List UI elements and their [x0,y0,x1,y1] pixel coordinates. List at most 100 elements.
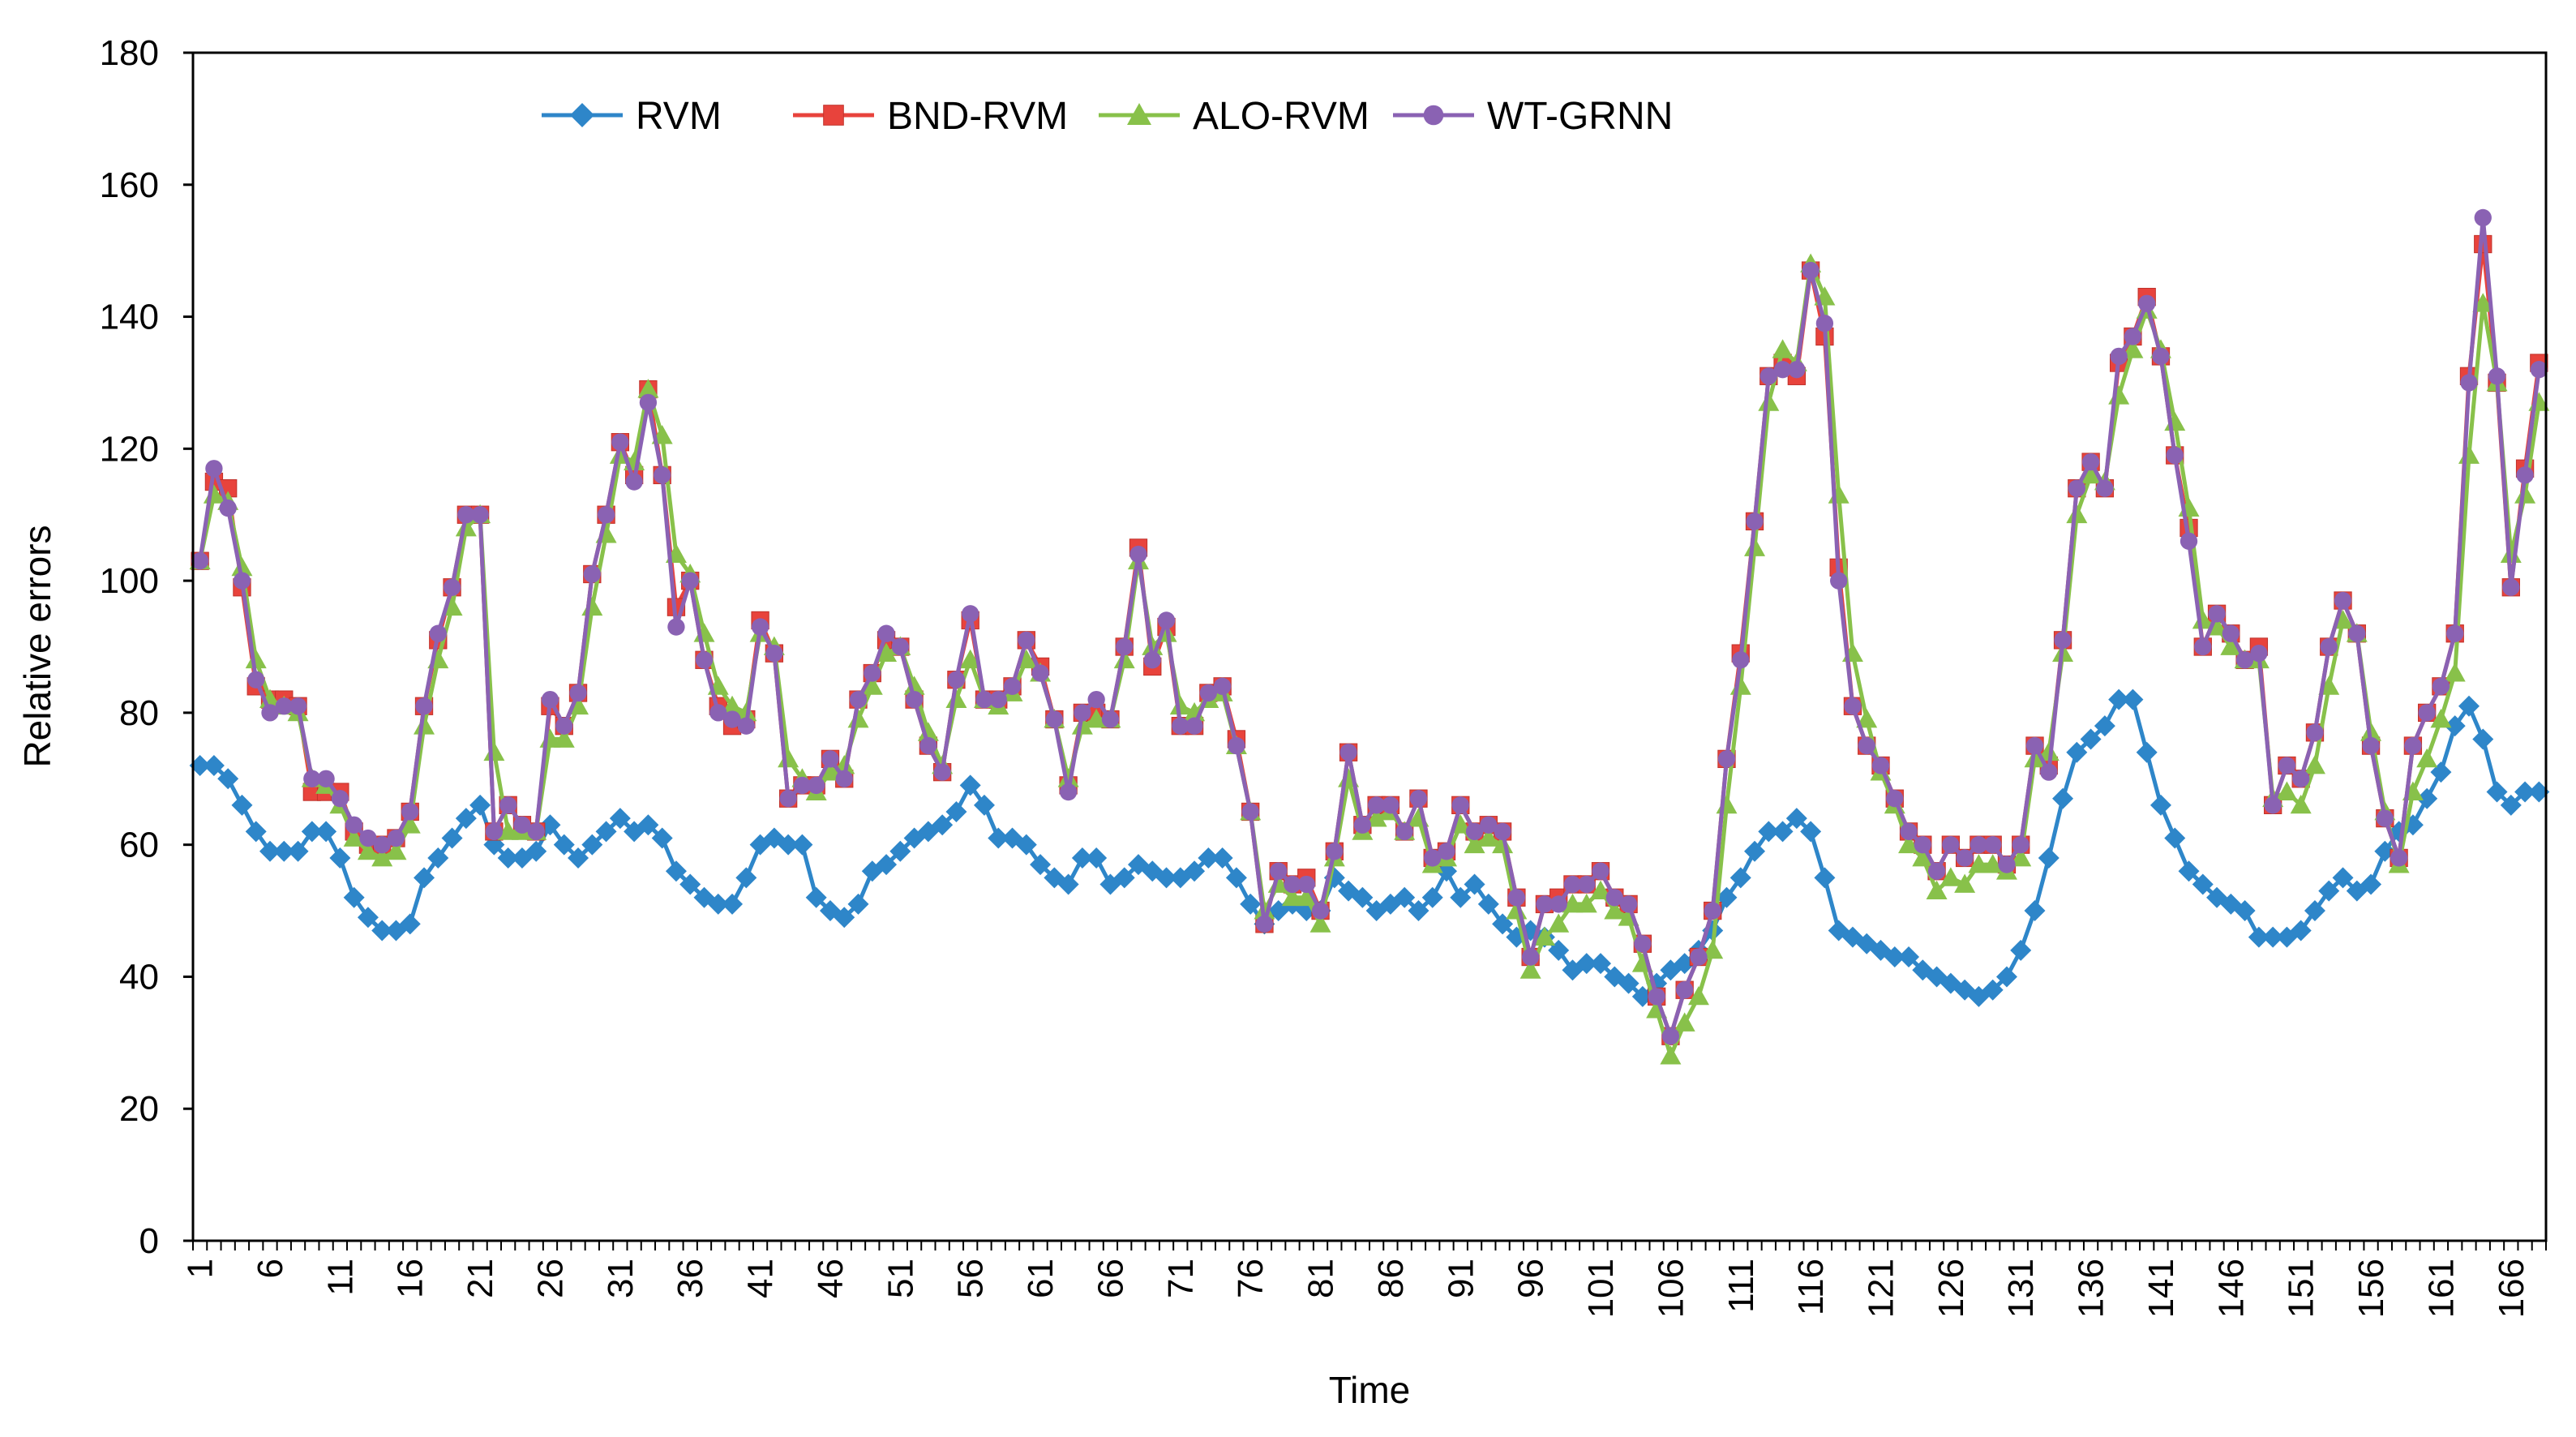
data-point [1871,757,1890,774]
data-point [1687,985,1709,1006]
x-tick-label: 126 [1931,1259,1971,1318]
data-point [609,808,631,830]
data-point [415,697,433,715]
data-point [2530,361,2548,379]
x-tick-label: 151 [2282,1259,2321,1318]
data-point [861,676,883,695]
data-point [553,834,575,856]
x-tick-label: 21 [461,1259,500,1298]
data-point [1352,886,1374,908]
data-point [583,565,601,583]
data-point [1228,736,1245,755]
data-point [1575,953,1597,975]
data-point [1270,862,1288,880]
data-point [1071,715,1093,735]
data-point [2304,755,2325,774]
data-point [387,829,405,847]
data-point [988,827,1009,849]
data-point [1507,889,1526,907]
x-tick-label: 146 [2211,1259,2251,1318]
x-tick-label: 11 [320,1259,360,1296]
data-point [2192,609,2214,629]
data-point [457,506,475,524]
x-tick-label: 6 [251,1259,290,1278]
data-point [876,642,898,663]
x-tick-label: 51 [881,1259,920,1298]
data-point [1451,796,1469,814]
data-point [581,834,603,856]
y-tick-label: 60 [119,826,159,865]
data-point [1086,709,1108,728]
y-tick-label: 0 [139,1221,159,1261]
data-point [231,556,253,577]
data-point [2278,757,2296,774]
x-tick-label: 31 [601,1259,641,1298]
data-point [665,860,687,882]
data-point [959,774,981,796]
data-point [1477,893,1499,915]
data-point [2430,709,2452,728]
data-point [231,794,253,816]
data-point [1844,697,1862,715]
data-point [1129,545,1147,564]
legend-label: WT-GRNN [1487,95,1673,138]
data-point [1590,953,1612,975]
data-point [1185,717,1203,735]
data-point [876,854,898,876]
data-point [2460,374,2478,392]
data-point [1071,847,1093,869]
data-point [1562,893,1584,913]
data-point [1424,849,1442,867]
data-point [735,867,757,889]
x-tick-label: 96 [1511,1259,1551,1298]
x-tick-label: 26 [530,1259,570,1298]
data-point [1309,913,1331,933]
data-point [1184,860,1206,882]
data-point [1575,893,1597,913]
data-point [569,684,587,702]
y-tick-label: 20 [119,1089,159,1129]
data-point [541,690,559,709]
data-point [2066,741,2088,763]
data-point [1704,902,1721,920]
x-tick-label: 46 [811,1259,851,1298]
data-point [2264,796,2282,814]
data-point [1984,836,2002,854]
data-point [959,649,981,669]
data-point [1619,895,1638,913]
data-point [497,821,519,840]
data-point [1297,875,1315,894]
data-point [1057,873,1079,895]
data-point [2040,763,2058,781]
data-point [1744,537,1766,556]
data-point [1578,875,1596,894]
data-point [1912,847,1934,867]
data-point [1746,513,1764,530]
data-point [2138,294,2156,312]
data-point [1785,808,1807,830]
data-point [1898,834,1920,854]
data-point [654,466,671,484]
data-point [233,572,251,590]
data-point [287,840,309,862]
data-point [1367,796,1386,814]
data-point [597,506,615,524]
data-point [1143,651,1161,669]
x-tick-label: 76 [1231,1259,1271,1298]
data-point [2038,741,2060,761]
data-point [1169,695,1191,715]
data-point [917,722,939,741]
x-tick-label: 71 [1161,1259,1201,1298]
data-point [2038,847,2060,869]
data-point [1548,913,1570,933]
data-point [303,770,321,787]
data-point [1729,867,1751,889]
data-point [1800,821,1822,843]
data-point [2474,208,2492,227]
data-point [471,506,489,524]
data-point [2348,624,2366,642]
data-point [1339,744,1357,761]
data-point [485,822,504,841]
data-point [737,717,755,735]
